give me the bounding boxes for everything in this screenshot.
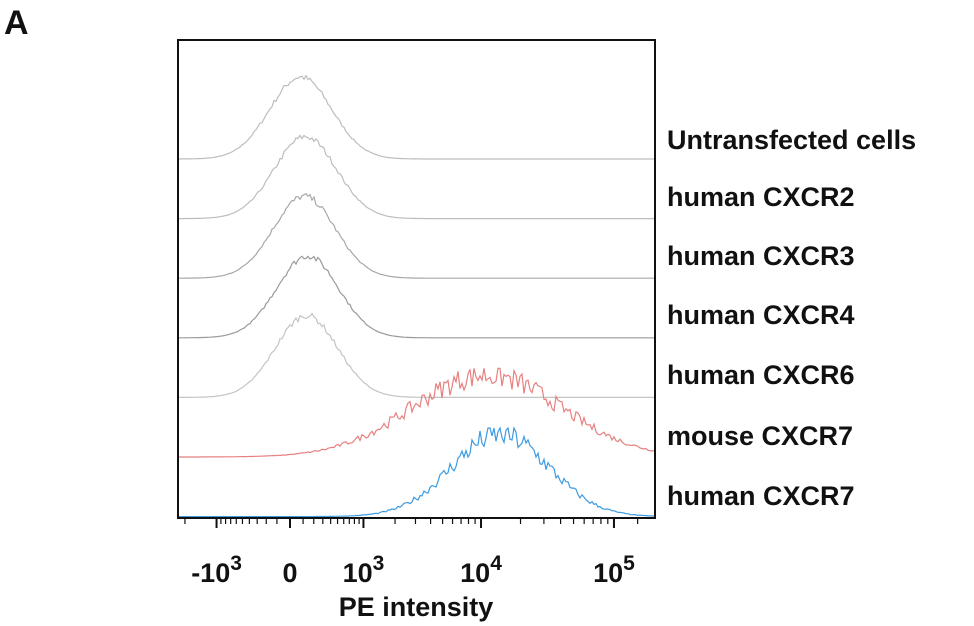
plot-frame: [177, 39, 656, 519]
sample-label: human CXCR7: [667, 481, 855, 511]
sample-label: human CXCR2: [667, 182, 855, 212]
histogram-trace: [178, 255, 654, 339]
histogram-trace: [178, 312, 654, 398]
sample-label: mouse CXCR7: [667, 421, 853, 451]
sample-labels: Untransfected cells human CXCR2 human CXCR…: [667, 125, 916, 511]
x-tick-label: 0: [282, 558, 297, 588]
x-tick-label: 103: [343, 552, 385, 588]
sample-label: human CXCR6: [667, 360, 855, 390]
histogram-traces: [178, 74, 655, 518]
x-tick-label: 105: [593, 552, 635, 588]
histogram-trace: [178, 426, 654, 518]
x-axis-title: PE intensity: [339, 592, 494, 622]
x-tick-label: -103: [191, 552, 242, 588]
x-axis: -103 0 103 104 105: [184, 518, 639, 588]
sample-label: Untransfected cells: [667, 125, 916, 155]
histogram-trace: [178, 367, 655, 458]
sample-label: human CXCR3: [667, 241, 855, 271]
histogram-trace: [178, 134, 654, 220]
histogram-trace: [178, 74, 654, 160]
x-tick-label: 104: [460, 552, 502, 588]
panel-letter: A: [4, 4, 29, 42]
sample-label: human CXCR4: [667, 300, 855, 330]
histogram-trace: [178, 193, 654, 279]
